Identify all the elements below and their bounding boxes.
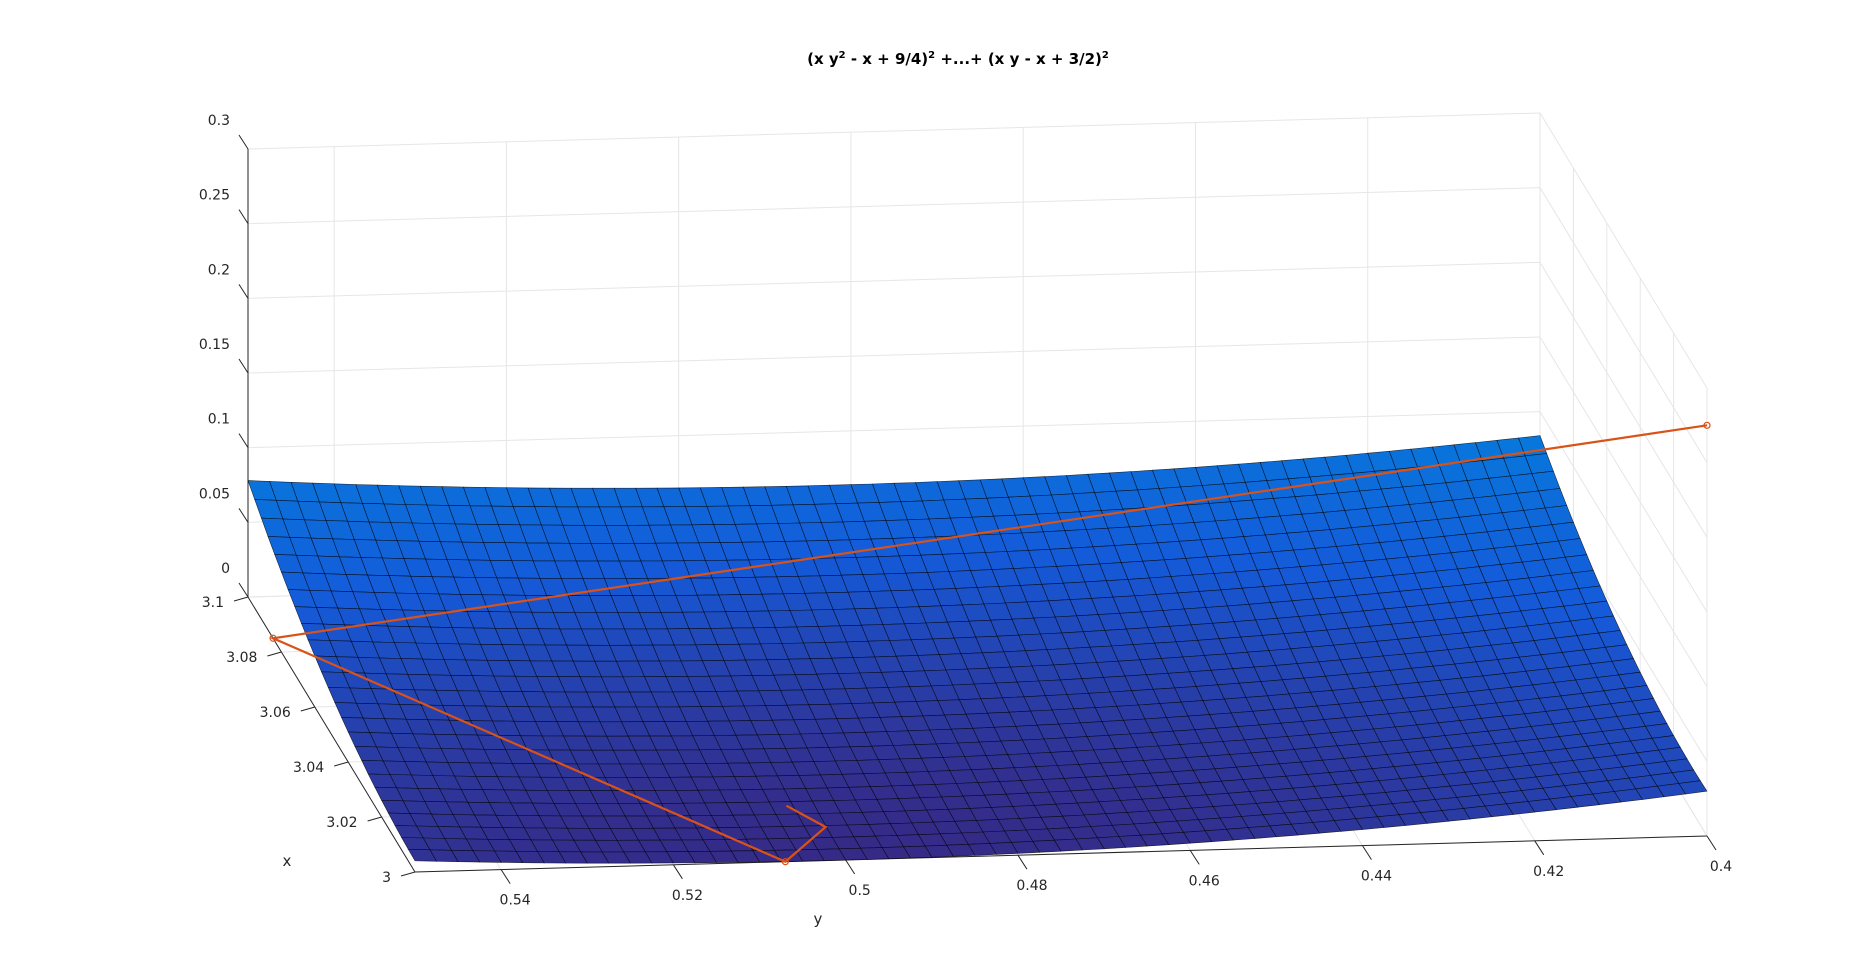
x-tick-label: 3.02 [326,815,357,831]
x-tick-label: 3.04 [293,760,324,776]
x-axis-line [247,596,416,873]
y-tick [1362,845,1372,860]
grid-line-z [247,261,1708,538]
y-tick [1189,850,1200,865]
z-tick [238,433,249,448]
z-tick [238,134,249,150]
z-tick [238,209,249,224]
z-tick-label: 0.25 [199,188,230,204]
chart-title: (x y2 - x + 9/4)2 +...+ (x y - x + 3/2)2 [807,50,1109,68]
grid-line-z [247,336,1708,613]
y-tick-label: 0.48 [1016,878,1047,894]
surface-mesh [247,435,1708,864]
z-tick [238,582,249,598]
descent-path-line [269,424,1708,863]
tick-labels: 0.54 0.52 0.5 0.48 0.46 0.44 0.42 0.4 3 3.02 3.04 3… [199,113,1732,909]
x-tick-label: 3 [382,870,391,886]
y-tick-label: 0.5 [849,883,871,899]
x-tick-label: 3.08 [226,650,257,666]
descent-path-point [781,858,789,866]
x-tick [367,816,382,822]
z-tick [238,284,249,299]
grid-line-z [247,187,1708,463]
z-tick-label: 0.1 [208,412,230,428]
grid-line-z [247,112,1708,389]
y-tick-label: 0.42 [1533,864,1564,880]
y-tick-label: 0.4 [1710,859,1732,875]
y-tick-label: 0.44 [1361,869,1392,885]
x-tick [334,761,349,767]
descent-path-point [269,634,277,642]
z-tick-label: 0.2 [208,262,230,278]
x-tick-label: 3.06 [260,705,291,721]
y-tick [1706,835,1717,851]
y-tick-label: 0.54 [500,893,531,909]
y-axis-line [414,835,1708,873]
y-tick [672,864,683,880]
z-tick-label: 0.3 [208,113,230,129]
z-tick-label: 0.05 [199,486,230,502]
x-tick [300,706,315,712]
z-tick-label: 0 [221,561,230,577]
y-tick-label: 0.46 [1189,873,1220,889]
descent-path-point [1703,421,1711,429]
x-tick [400,871,416,877]
x-tick [267,651,282,657]
z-tick [238,508,249,523]
z-tick-label: 0.15 [199,337,230,353]
x-axis-label: x [283,852,292,870]
x-tick-label: 3.1 [202,595,224,611]
z-tick [238,358,249,374]
grid-line-z [247,411,1708,687]
y-axis-label: y [814,910,823,928]
descent-path [269,421,1711,866]
y-tick [1534,840,1545,856]
y-tick-label: 0.52 [672,888,703,904]
y-tick [500,869,511,884]
x-tick [233,596,249,602]
y-tick [1017,854,1028,870]
surface-patch [407,848,438,862]
axes [233,134,1717,884]
y-tick [845,859,856,875]
